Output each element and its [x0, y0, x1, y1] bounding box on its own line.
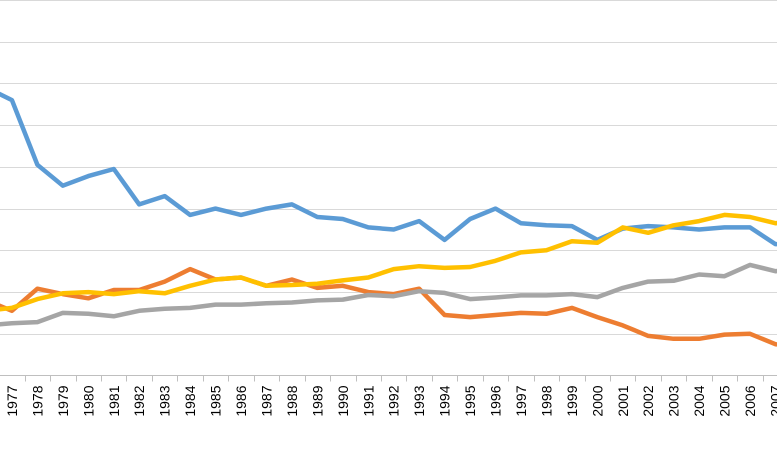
x-tick-label: 1993 — [411, 385, 427, 416]
x-tick-label: 1997 — [513, 385, 529, 416]
x-tick-label: 1983 — [157, 385, 173, 416]
x-tick-label: 1981 — [106, 385, 122, 416]
x-tick-label: 1980 — [80, 385, 96, 416]
x-tick-label: 1984 — [182, 385, 198, 416]
x-tick-label: 2004 — [691, 385, 707, 416]
x-tick-label: 1986 — [233, 385, 249, 416]
gridlines — [0, 0, 777, 335]
x-tick-label: 1994 — [437, 385, 453, 416]
x-tick-label: 2001 — [615, 385, 631, 416]
x-tick-label: 2003 — [666, 385, 682, 416]
x-tick-label: 1991 — [360, 385, 376, 416]
x-tick-label: 1995 — [462, 385, 478, 416]
x-tick-label: 2000 — [589, 385, 605, 416]
series-line-4 — [0, 212, 777, 312]
x-tick-label: 1988 — [284, 385, 300, 416]
x-tick-label: 1985 — [208, 385, 224, 416]
x-tick-label: 2007 — [767, 385, 777, 416]
x-tick-label: 2006 — [742, 385, 758, 416]
x-tick-label: 2002 — [640, 385, 656, 416]
x-tick-label: 1992 — [386, 385, 402, 416]
x-tick-label: 2005 — [717, 385, 733, 416]
x-tick-label: 1978 — [29, 385, 45, 416]
x-tick-labels: 1977 1978 1979 1980 1981 1982 1983 1984 1985 1986… — [4, 385, 777, 416]
x-tick-label: 1996 — [488, 385, 504, 416]
x-tick-label: 1987 — [258, 385, 274, 416]
series-line-1 — [0, 91, 777, 247]
x-axis — [0, 375, 777, 382]
x-tick-label: 1989 — [309, 385, 325, 416]
x-tick-label: 1982 — [131, 385, 147, 416]
x-tick-label: 1977 — [4, 385, 20, 416]
x-tick-label: 1979 — [55, 385, 71, 416]
series-line-3 — [0, 262, 777, 327]
x-tick-label: 1990 — [335, 385, 351, 416]
series-lines — [0, 91, 777, 347]
x-tick-label: 1998 — [538, 385, 554, 416]
x-tick-label: 1999 — [564, 385, 580, 416]
